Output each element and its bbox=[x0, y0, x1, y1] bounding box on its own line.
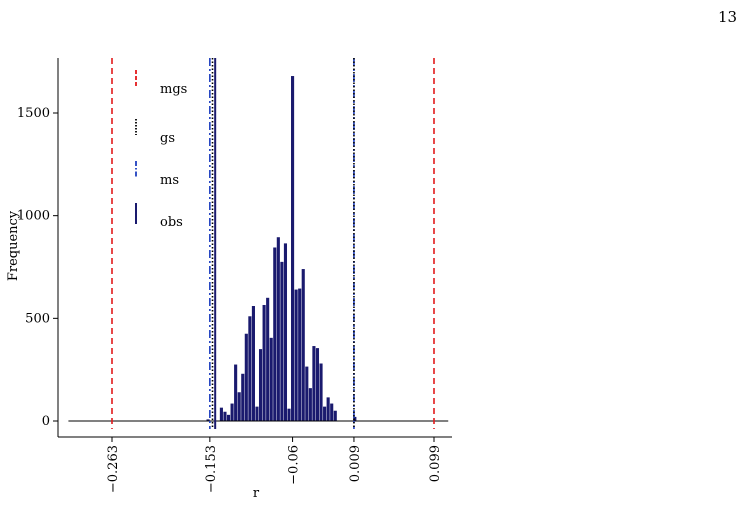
histogram-bars bbox=[206, 76, 357, 421]
histogram-bar bbox=[258, 349, 263, 421]
histogram-bar bbox=[291, 76, 295, 421]
histogram-bar bbox=[312, 346, 316, 421]
histogram-bar bbox=[283, 243, 288, 421]
histogram-bar bbox=[330, 403, 334, 421]
histogram-bar bbox=[230, 403, 234, 421]
x-axis-label: r bbox=[253, 486, 260, 501]
x-tick-label: −0.06 bbox=[287, 445, 302, 485]
legend-label-gs: gs bbox=[160, 131, 175, 146]
histogram-bar bbox=[226, 414, 231, 421]
histogram-bar bbox=[255, 406, 259, 421]
histogram-bar bbox=[276, 237, 280, 421]
y-tick-label: 0 bbox=[42, 414, 50, 429]
histogram-bar bbox=[301, 269, 305, 421]
y-tick-label: 1000 bbox=[17, 209, 50, 224]
histogram-bar bbox=[315, 348, 320, 421]
histogram-bar bbox=[273, 247, 277, 421]
histogram-bar bbox=[237, 392, 241, 421]
histogram-bar bbox=[223, 411, 227, 421]
legend-label-mgs: mgs bbox=[160, 82, 187, 97]
histogram-bar bbox=[287, 408, 291, 421]
histogram-bar bbox=[323, 406, 327, 421]
histogram-bar bbox=[294, 289, 298, 421]
histogram-bar bbox=[326, 397, 330, 421]
x-tick-label: 0.009 bbox=[348, 445, 363, 482]
histogram-bar bbox=[298, 288, 302, 421]
x-ticks: −0.263 −0.153 −0.06 0.009 0.099 bbox=[106, 437, 443, 493]
histogram-bar bbox=[248, 316, 252, 421]
histogram-bar bbox=[219, 407, 223, 421]
histogram-bar bbox=[308, 388, 312, 421]
x-tick-label: −0.153 bbox=[204, 445, 219, 493]
x-tick-label: 0.099 bbox=[428, 445, 443, 482]
reference-lines bbox=[111, 58, 435, 429]
histogram-bar bbox=[319, 363, 323, 421]
histogram-bar bbox=[280, 261, 284, 421]
y-tick-label: 500 bbox=[25, 311, 50, 326]
legend-label-obs: obs bbox=[160, 215, 183, 230]
y-tick-label: 1500 bbox=[17, 106, 50, 121]
histogram-bar bbox=[269, 337, 273, 421]
histogram-bar bbox=[251, 306, 255, 421]
legend: mgs gs ms obs bbox=[135, 70, 187, 230]
histogram-bar bbox=[241, 373, 245, 421]
page-number: 13 bbox=[718, 8, 738, 26]
legend-label-ms: ms bbox=[160, 173, 179, 188]
histogram-bar bbox=[234, 364, 238, 421]
x-tick-label: −0.263 bbox=[106, 445, 121, 493]
histogram-bar bbox=[333, 410, 337, 421]
histogram-bar bbox=[244, 333, 248, 421]
histogram-bar bbox=[353, 416, 357, 421]
y-axis-label: Frequency bbox=[6, 210, 21, 281]
y-ticks: 0 500 1000 1500 bbox=[17, 106, 58, 429]
axes: 0 500 1000 1500 −0.263 −0.153 −0.06 0.009 0.099 bbox=[17, 58, 452, 493]
histogram-bar bbox=[305, 366, 309, 421]
histogram-bar bbox=[266, 297, 270, 421]
histogram-bar bbox=[262, 304, 266, 421]
histogram-bar bbox=[206, 419, 210, 421]
